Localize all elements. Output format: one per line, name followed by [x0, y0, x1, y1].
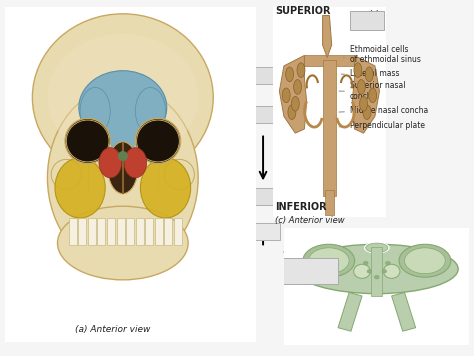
Text: INFERIOR: INFERIOR [275, 202, 327, 212]
Ellipse shape [136, 119, 181, 163]
Wedge shape [124, 148, 146, 178]
Bar [145, 218, 153, 245]
Ellipse shape [118, 151, 128, 161]
Ellipse shape [57, 206, 188, 280]
Ellipse shape [354, 63, 362, 78]
Text: (c) Anterior view: (c) Anterior view [275, 216, 345, 225]
Ellipse shape [65, 119, 110, 163]
Ellipse shape [79, 71, 167, 144]
Text: Perpendicular plate: Perpendicular plate [339, 121, 425, 130]
Ellipse shape [369, 88, 377, 103]
Polygon shape [392, 293, 416, 331]
Ellipse shape [399, 244, 451, 277]
Ellipse shape [363, 105, 371, 120]
Text: Middle nasal concha: Middle nasal concha [339, 105, 428, 115]
Text: Ethmoidal cells
of ethmoidal sinus: Ethmoidal cells of ethmoidal sinus [344, 45, 421, 64]
Ellipse shape [354, 264, 370, 278]
Polygon shape [352, 56, 380, 133]
Bar [304, 56, 355, 66]
Bar [78, 218, 86, 245]
Ellipse shape [55, 158, 105, 218]
Bar [239, 106, 280, 123]
Ellipse shape [292, 96, 299, 111]
Ellipse shape [386, 261, 390, 265]
Bar [239, 188, 280, 205]
Ellipse shape [383, 264, 400, 278]
Bar [283, 258, 338, 284]
Polygon shape [279, 56, 307, 133]
Bar [98, 218, 106, 245]
Ellipse shape [140, 158, 191, 218]
Ellipse shape [297, 63, 305, 78]
Ellipse shape [360, 96, 367, 111]
Bar [164, 218, 173, 245]
Bar [323, 59, 336, 196]
Ellipse shape [364, 242, 390, 254]
Ellipse shape [295, 244, 458, 294]
Ellipse shape [374, 276, 379, 279]
Ellipse shape [288, 105, 296, 120]
Ellipse shape [282, 88, 290, 103]
Bar [88, 218, 96, 245]
Bar [239, 223, 280, 240]
Bar [117, 218, 125, 245]
Ellipse shape [364, 261, 368, 265]
Bar [174, 218, 182, 245]
Ellipse shape [136, 88, 165, 134]
Bar [325, 190, 334, 215]
Bar [371, 247, 383, 296]
Bar [239, 67, 280, 84]
Ellipse shape [293, 80, 301, 94]
Polygon shape [323, 16, 332, 58]
Ellipse shape [164, 159, 194, 189]
Ellipse shape [404, 248, 445, 274]
Bar [155, 218, 163, 245]
Text: Superior nasal
concha: Superior nasal concha [339, 82, 405, 101]
Ellipse shape [286, 67, 293, 82]
Ellipse shape [357, 80, 365, 94]
Bar [136, 218, 144, 245]
Bar [126, 218, 134, 245]
Bar [107, 218, 115, 245]
Text: Lateral mass: Lateral mass [341, 69, 400, 78]
Text: Sinuses: Sinuses [103, 16, 224, 44]
Bar [69, 218, 77, 245]
Ellipse shape [382, 269, 386, 273]
Ellipse shape [367, 269, 372, 273]
Ellipse shape [47, 86, 198, 270]
Ellipse shape [365, 67, 373, 82]
Polygon shape [338, 293, 362, 331]
Ellipse shape [32, 14, 213, 181]
Ellipse shape [47, 34, 198, 161]
Text: SUPERIOR: SUPERIOR [275, 6, 330, 16]
Ellipse shape [303, 244, 355, 277]
Ellipse shape [108, 142, 138, 194]
Ellipse shape [80, 88, 110, 134]
Ellipse shape [51, 159, 82, 189]
Text: (a) Anterior view: (a) Anterior view [75, 325, 150, 334]
Wedge shape [99, 148, 121, 178]
Ellipse shape [110, 111, 136, 164]
Ellipse shape [309, 248, 349, 274]
Bar [350, 11, 384, 30]
Ellipse shape [366, 243, 388, 252]
